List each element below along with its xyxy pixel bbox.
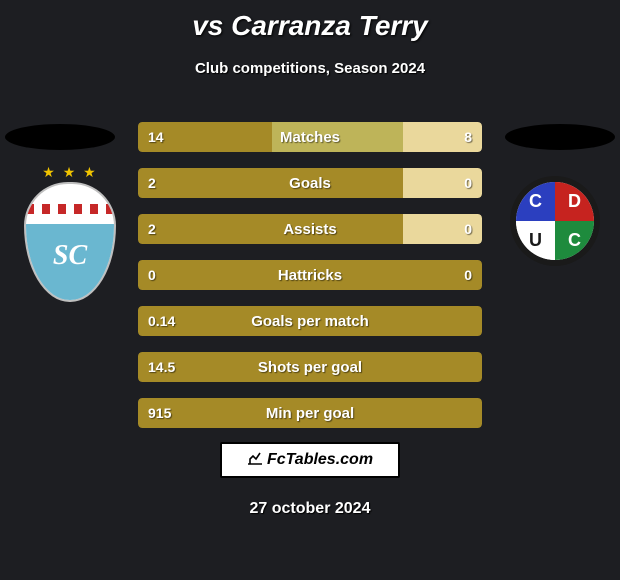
stats-bars: 14Matches82Goals02Assists00Hattricks00.1… [138, 122, 482, 444]
stat-row: 915Min per goal [138, 398, 482, 428]
subtitle: Club competitions, Season 2024 [0, 60, 620, 77]
crest-letter: C [555, 221, 594, 260]
page-title: vs Carranza Terry [0, 0, 620, 42]
chart-icon [247, 451, 263, 470]
right-shadow [505, 124, 615, 150]
crest-letter: C [516, 182, 555, 221]
stat-right-value: 0 [464, 260, 472, 290]
left-shadow [5, 124, 115, 150]
stat-label: Assists [138, 214, 482, 244]
stat-row: 14Matches8 [138, 122, 482, 152]
crest-letter: D [555, 182, 594, 221]
stat-row: 0Hattricks0 [138, 260, 482, 290]
fctables-watermark: FcTables.com [220, 442, 400, 478]
date-label: 27 october 2024 [0, 500, 620, 518]
stat-label: Hattricks [138, 260, 482, 290]
stat-label: Min per goal [138, 398, 482, 428]
stat-label: Shots per goal [138, 352, 482, 382]
stat-label: Goals per match [138, 306, 482, 336]
stat-right-value: 0 [464, 168, 472, 198]
stat-right-value: 0 [464, 214, 472, 244]
fctables-label: FcTables.com [267, 451, 373, 469]
stat-label: Goals [138, 168, 482, 198]
stat-label: Matches [138, 122, 482, 152]
right-team-crest: C D U C [510, 176, 600, 266]
stat-row: 0.14Goals per match [138, 306, 482, 336]
left-team-crest: ★ ★ ★ SC [24, 182, 116, 290]
stat-row: 2Assists0 [138, 214, 482, 244]
crest-letter: U [516, 221, 555, 260]
stat-row: 2Goals0 [138, 168, 482, 198]
stat-row: 14.5Shots per goal [138, 352, 482, 382]
left-crest-initials: SC [26, 240, 114, 272]
stat-right-value: 8 [464, 122, 472, 152]
